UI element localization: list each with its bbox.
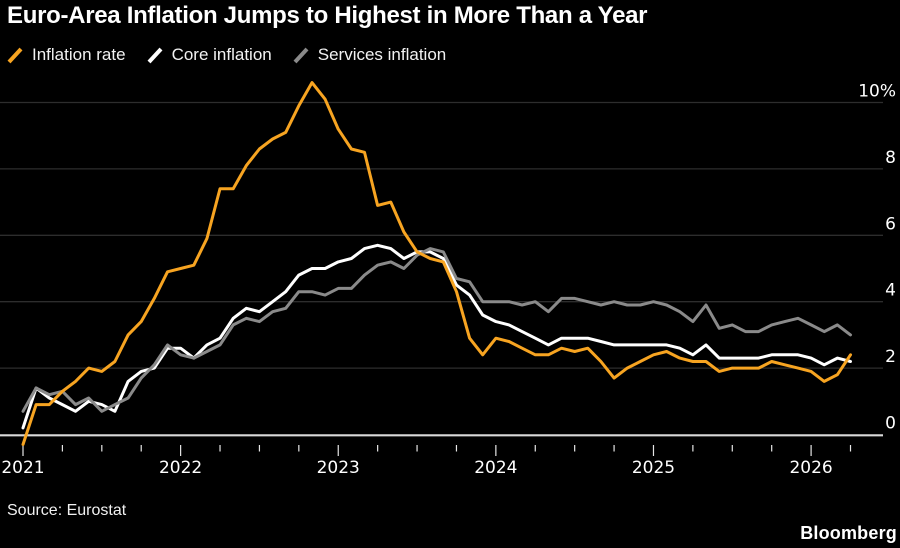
legend-label-core-inflation: Core inflation: [171, 45, 272, 64]
legend: Inflation rate Core inflation Services i…: [7, 45, 446, 65]
x-axis-label: 2025: [632, 458, 675, 478]
x-axis-label: 2022: [159, 458, 202, 478]
x-axis-label: 2023: [317, 458, 360, 478]
y-axis-label: 2: [885, 347, 896, 367]
y-axis-label: 10%: [858, 82, 896, 102]
series-line-core-inflation: [21, 243, 852, 430]
legend-label-inflation-rate: Inflation rate: [32, 45, 126, 64]
series-line-services-inflation: [21, 247, 852, 413]
services-inflation-slash-icon: [293, 47, 309, 63]
legend-item-core-inflation: Core inflation: [147, 45, 272, 65]
series-line-inflation-rate: [21, 81, 852, 446]
x-axis-label: 2024: [474, 458, 517, 478]
source-label: Source: Eurostat: [7, 502, 127, 519]
chart-title: Euro-Area Inflation Jumps to Highest in …: [7, 2, 648, 29]
inflation-rate-slash-icon: [7, 47, 23, 63]
y-axis-label: 8: [885, 148, 896, 168]
x-axis-label: 2021: [1, 458, 44, 478]
bloomberg-logo: Bloomberg: [800, 523, 897, 543]
legend-item-inflation-rate: Inflation rate: [7, 45, 126, 65]
legend-label-services-inflation: Services inflation: [317, 45, 447, 64]
core-inflation-slash-icon: [147, 47, 163, 63]
legend-item-services-inflation: Services inflation: [293, 45, 447, 65]
y-axis-label: 4: [885, 281, 896, 301]
x-axis-label: 2026: [789, 458, 832, 478]
y-axis-label: 0: [885, 414, 896, 434]
y-axis-label: 6: [885, 214, 896, 234]
